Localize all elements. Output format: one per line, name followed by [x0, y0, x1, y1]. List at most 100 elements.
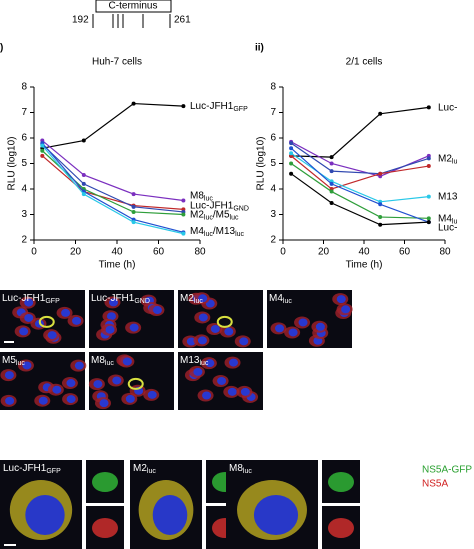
- chart-title: 2/1 cells: [346, 57, 383, 68]
- series-annotation-part: Luc-JFH1: [190, 101, 234, 112]
- point: [426, 156, 431, 161]
- series-line: [290, 141, 430, 177]
- nucleus: [72, 316, 82, 325]
- red-channel: [92, 518, 118, 538]
- series-annotation-part: luc: [230, 214, 239, 221]
- series-line: [290, 152, 429, 203]
- y-tick-label: 7: [270, 107, 276, 118]
- nucleus: [336, 295, 346, 304]
- series-annotation: M2luc/M5luc: [190, 209, 239, 221]
- point: [329, 155, 334, 160]
- series-annotation: Luc-JFH1GFP: [190, 101, 248, 113]
- series-line: [41, 150, 184, 216]
- point: [131, 101, 136, 106]
- x-tick-label: 80: [439, 247, 451, 258]
- point: [40, 143, 45, 148]
- nucleus: [288, 328, 298, 337]
- nucleus: [66, 379, 76, 388]
- series-line: [290, 173, 429, 226]
- nucleus: [229, 358, 239, 367]
- closeup-label-part: M8: [229, 463, 243, 474]
- series-line: [290, 163, 429, 219]
- point: [181, 198, 186, 203]
- series-annotation: Luc-JFH1GND: [190, 200, 249, 212]
- closeup-label-part: luc: [147, 468, 156, 475]
- nucleus: [197, 336, 207, 345]
- series-annotation-part: /M13: [213, 226, 236, 237]
- nucleus: [93, 380, 103, 389]
- point: [289, 171, 294, 176]
- green-channel: [328, 472, 354, 492]
- series-annotation-part: M2: [190, 209, 204, 220]
- point: [131, 209, 136, 214]
- domain-box: [95, 0, 172, 13]
- nucleus: [224, 327, 234, 336]
- series-annotation-part: Luc-JFH1: [190, 200, 234, 211]
- chart-title: Huh-7 cells: [92, 57, 142, 68]
- point: [81, 172, 86, 177]
- x-axis-label: Time (h): [99, 260, 136, 271]
- y-axis-label: RLU (log10): [7, 137, 18, 191]
- nucleus: [112, 376, 122, 385]
- nucleus: [19, 327, 29, 336]
- point: [378, 171, 383, 176]
- point: [40, 153, 45, 158]
- point: [329, 181, 334, 186]
- micrograph-label: Luc-JFH1GFP: [2, 293, 60, 305]
- series-annotation-part: Luc-: [438, 102, 457, 113]
- red-channel: [328, 518, 354, 538]
- micrograph-label-part: luc: [199, 360, 208, 367]
- micrograph-label: M13luc: [180, 355, 209, 367]
- point: [289, 151, 294, 156]
- nucleus: [5, 396, 15, 405]
- nucleus: [24, 298, 34, 307]
- point: [131, 204, 136, 209]
- series-annotation-part: GFP: [233, 106, 248, 113]
- domain-label: C-terminus: [109, 1, 158, 12]
- nucleus: [198, 294, 208, 303]
- point: [81, 181, 86, 186]
- nucleus: [74, 361, 84, 370]
- nucleus: [22, 361, 32, 370]
- series-annotation-part: Luc-: [438, 222, 457, 233]
- nucleus: [202, 391, 212, 400]
- point: [329, 201, 334, 206]
- nucleus: [341, 305, 351, 314]
- nucleus: [227, 387, 237, 396]
- legend-green: NS5A-GFP: [422, 465, 472, 476]
- y-tick-label: 2: [21, 235, 27, 246]
- micrograph-label-part: M5: [2, 355, 16, 366]
- point: [378, 111, 383, 116]
- closeup-label: M8luc: [229, 463, 252, 475]
- closeup-label-part: luc: [243, 468, 252, 475]
- micrograph-label-part: Luc-JFH1: [91, 293, 135, 304]
- y-tick-label: 5: [270, 158, 276, 169]
- micrograph-label-part: GND: [134, 298, 150, 305]
- nucleus: [198, 313, 208, 322]
- micrograph-label-part: M13: [180, 355, 200, 366]
- y-axis-label: RLU (log10): [256, 137, 267, 191]
- series-annotation-part: M13: [438, 191, 458, 202]
- micrograph-label-part: M8: [91, 355, 105, 366]
- nucleus: [99, 399, 109, 408]
- x-tick-label: 20: [70, 247, 82, 258]
- closeup-label: M2luc: [133, 463, 156, 475]
- micrograph-label: M4luc: [269, 293, 292, 305]
- series-annotation-part: luc: [204, 195, 213, 202]
- series-line: [290, 142, 429, 175]
- green-channel: [92, 472, 118, 492]
- point: [289, 161, 294, 166]
- series-annotation: M8luc: [190, 190, 213, 202]
- nucleus: [125, 394, 135, 403]
- micrograph-label-part: GFP: [45, 298, 60, 305]
- series-annotation: M4lu: [438, 213, 457, 225]
- site-arrows: [92, 14, 171, 28]
- nucleus: [298, 318, 308, 327]
- x-tick-label: 20: [318, 247, 330, 258]
- micrograph-label-part: luc: [283, 298, 292, 305]
- nucleus: [147, 390, 157, 399]
- series-annotation-part: M8: [190, 190, 204, 201]
- gfp-signal: [216, 315, 233, 328]
- series-line: [290, 147, 430, 223]
